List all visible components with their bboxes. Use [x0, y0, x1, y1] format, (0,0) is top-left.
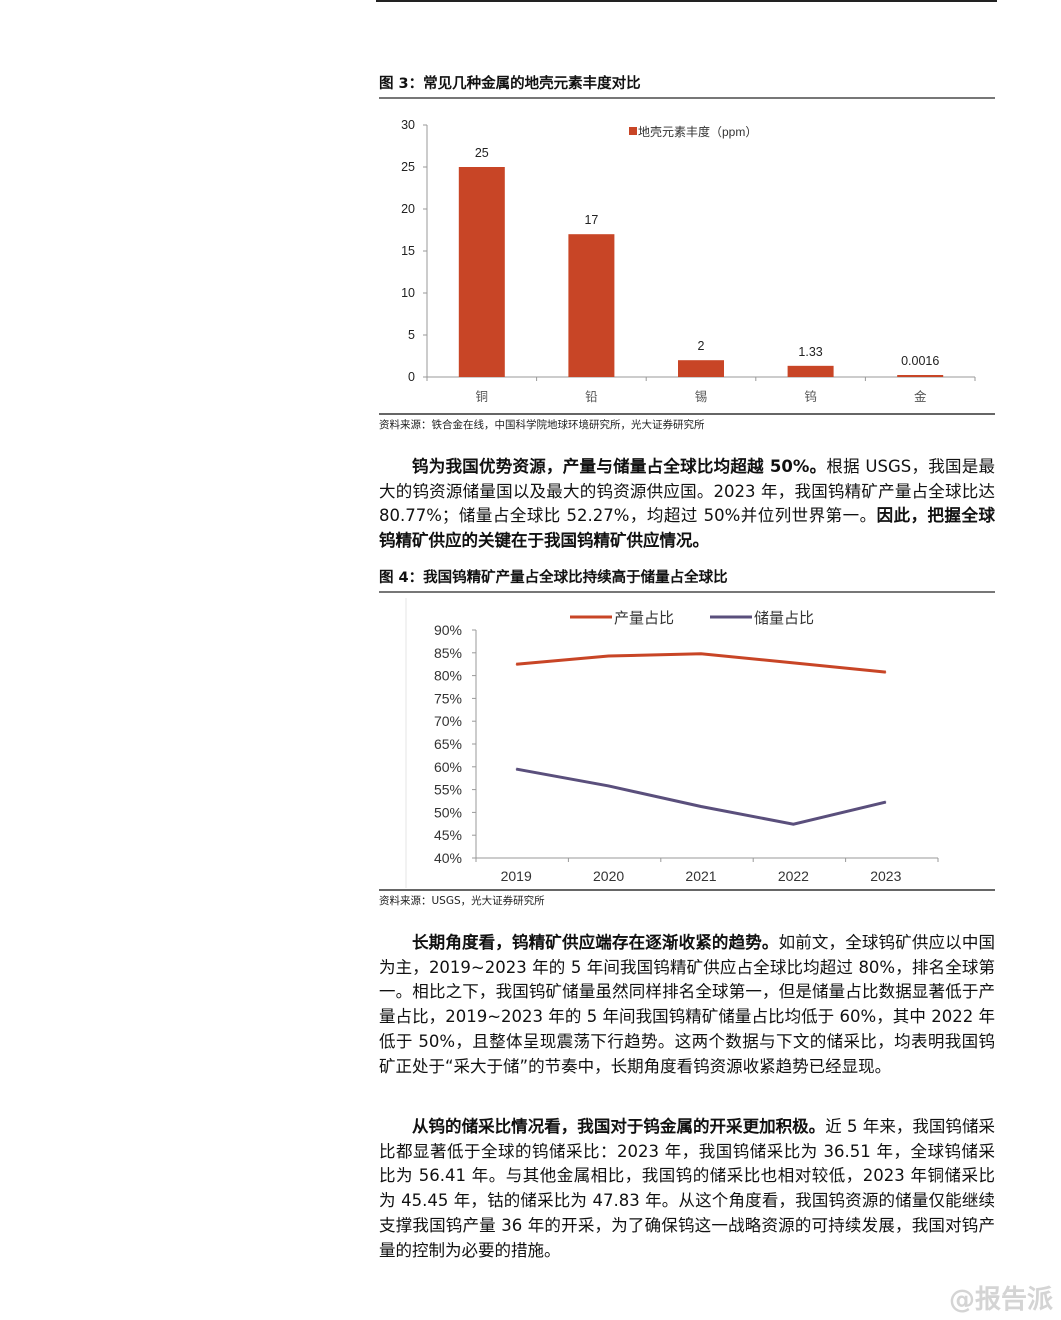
y-tick-label: 40%: [434, 850, 462, 866]
y-tick-label: 0: [408, 370, 415, 384]
paragraph-1-lead: 钨为我国优势资源，产量与储量占全球比均超越 50%。: [412, 457, 827, 476]
x-tick-label: 2022: [778, 868, 809, 884]
data-point: [885, 801, 887, 803]
paragraph-1-conclusion: 因此，把握全球钨精矿供应的关键在于我国钨精矿供应情况。: [379, 506, 996, 551]
x-tick-label: 2023: [870, 868, 901, 884]
bar-铜: [458, 167, 505, 377]
bar-锡: [678, 360, 724, 377]
y-tick-label: 50%: [434, 804, 462, 820]
data-point: [608, 655, 610, 657]
paragraph-3: 从钨的储采比情况看，我国对于钨金属的开采更加积极。近 5 年来，我国钨储采比都显…: [379, 1115, 995, 1263]
y-tick-label: 10: [401, 286, 415, 300]
data-point: [700, 653, 702, 655]
data-point: [792, 662, 794, 664]
data-label: 2: [698, 339, 705, 353]
bar-钨: [787, 365, 834, 377]
y-tick-label: 55%: [434, 782, 462, 798]
paragraph-2-body: 如前文，全球钨矿供应以中国为主，2019~2023 年的 5 年间我国钨精矿供应…: [379, 933, 996, 1076]
watermark-logo: @报告派: [948, 1285, 1053, 1315]
paragraph-2: 长期角度看，钨精矿供应端存在逐渐收紧的趋势。如前文，全球钨矿供应以中国为主，20…: [379, 931, 995, 1079]
y-tick-label: 30: [401, 118, 415, 132]
bar-铅: [568, 234, 615, 377]
x-tick-label: 铅: [585, 390, 598, 404]
y-tick-label: 45%: [434, 827, 462, 843]
y-tick-label: 85%: [434, 645, 462, 661]
line-chart-tungsten-share: 40% 45% 50% 55% 60% 65% 70% 75% 80% 85% 90% 2019 202…: [405, 598, 939, 888]
bar-金: [897, 375, 944, 377]
data-label: 0.0016: [901, 354, 939, 368]
x-tick-label: 锡: [695, 389, 708, 404]
y-tick-label: 75%: [434, 690, 462, 706]
data-label: 25: [475, 146, 489, 160]
legend-label: 地壳元素丰度（ppm）: [638, 124, 757, 139]
figure4-title: 图 4：我国钨精矿产量占全球比持续高于储量占全球比: [379, 566, 995, 593]
y-tick-label: 80%: [434, 668, 462, 684]
data-point: [608, 785, 610, 787]
y-tick-label: 90%: [434, 622, 462, 638]
x-tick-label: 金: [914, 389, 927, 404]
y-tick-label: 60%: [434, 759, 462, 775]
data-point: [515, 663, 517, 665]
data-point: [885, 671, 887, 673]
y-tick-label: 70%: [434, 713, 462, 729]
data-point: [792, 823, 794, 825]
figure3-title: 图 3：常见几种金属的地壳元素丰度对比: [379, 72, 995, 99]
bar-chart-crust-abundance: 0 5 10 15 20 25 30 25 铜 17 铅 2 锡 1.33 钨 0.0016 金 地壳元素丰度（p…: [401, 118, 976, 404]
y-tick-label: 65%: [434, 736, 462, 752]
figure3-source: 资料来源：铁合金在线，中国科学院地球环境研究所，光大证券研究所: [379, 413, 995, 432]
paragraph-2-lead: 长期角度看，钨精矿供应端存在逐渐收紧的趋势。: [412, 933, 779, 952]
paragraph-3-body: 近 5 年来，我国钨储采比都显著低于全球的钨储采比：2023 年，我国钨储采比为…: [379, 1117, 995, 1260]
paragraph-1: 钨为我国优势资源，产量与储量占全球比均超越 50%。根据 USGS，我国是最大的…: [379, 455, 995, 554]
data-point: [700, 805, 702, 807]
x-tick-label: 2020: [593, 868, 624, 884]
data-label: 17: [584, 213, 598, 227]
series-line-产量占比: [516, 652, 886, 674]
legend-label: 储量占比: [754, 610, 814, 627]
y-tick-label: 25: [401, 160, 415, 174]
legend-label: 产量占比: [614, 610, 674, 627]
figure4-source: 资料来源：USGS，光大证券研究所: [379, 889, 995, 908]
data-point: [515, 768, 517, 770]
legend-swatch: [629, 127, 637, 135]
paragraph-1-body: 根据 USGS，我国是最大的钨资源储量国以及最大的钨资源供应国。2023 年，我…: [379, 457, 995, 526]
series-line-储量占比: [515, 767, 887, 826]
x-tick-label: 铜: [476, 389, 489, 404]
y-tick-label: 20: [401, 202, 415, 216]
data-label: 1.33: [798, 345, 822, 359]
paragraph-3-lead: 从钨的储采比情况看，我国对于钨金属的开采更加积极。: [412, 1117, 826, 1136]
y-tick-label: 15: [401, 244, 415, 258]
y-tick-label: 5: [408, 328, 415, 342]
x-tick-label: 2021: [685, 868, 716, 884]
x-tick-label: 钨: [804, 389, 817, 404]
header-rule: [376, 0, 997, 2]
x-tick-label: 2019: [501, 868, 532, 884]
